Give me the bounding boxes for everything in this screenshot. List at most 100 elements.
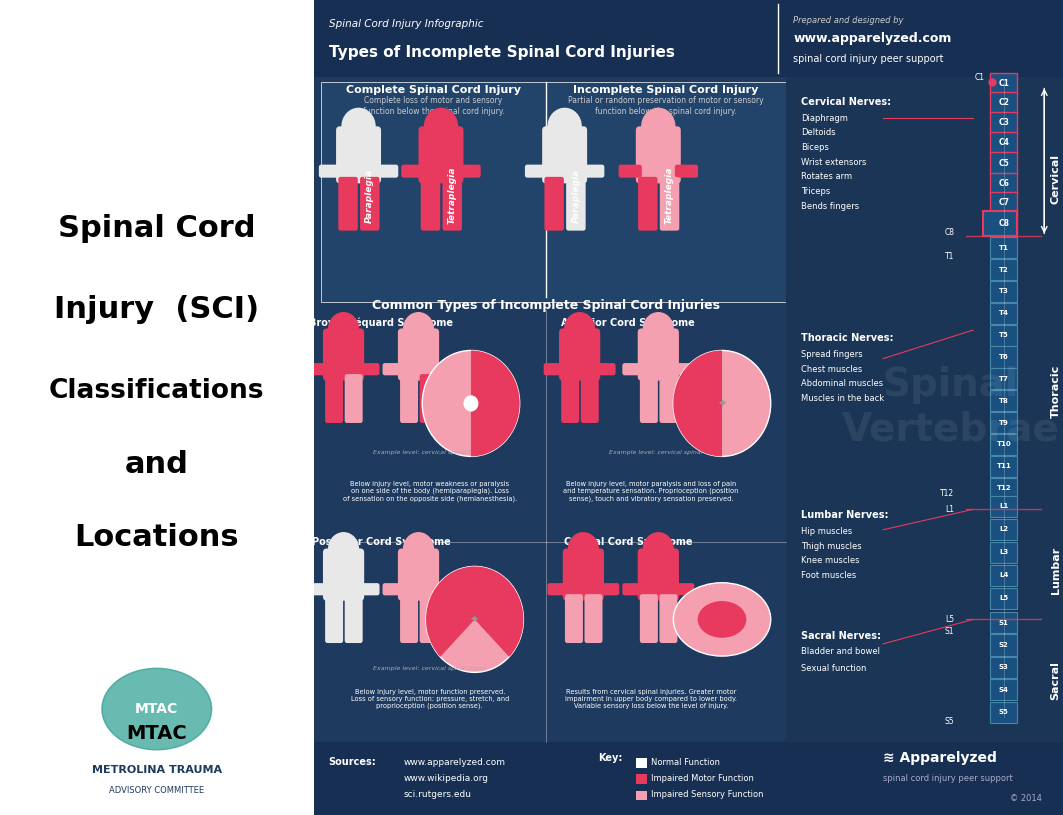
FancyBboxPatch shape: [358, 583, 379, 595]
Text: MTAC: MTAC: [126, 724, 187, 743]
FancyBboxPatch shape: [321, 82, 786, 302]
Circle shape: [569, 533, 598, 565]
Text: Complete loss of motor and sensory
function below the spinal cord injury.: Complete loss of motor and sensory funct…: [362, 96, 504, 116]
Text: Spinal Cord Injury Infographic: Spinal Cord Injury Infographic: [328, 20, 483, 29]
FancyBboxPatch shape: [991, 346, 1017, 368]
Text: Rotates arm: Rotates arm: [800, 172, 851, 182]
FancyBboxPatch shape: [383, 583, 404, 595]
Wedge shape: [471, 350, 520, 456]
FancyBboxPatch shape: [561, 374, 579, 423]
Text: Paraplegia: Paraplegia: [366, 169, 374, 222]
FancyBboxPatch shape: [991, 390, 1017, 412]
FancyBboxPatch shape: [358, 363, 379, 375]
FancyBboxPatch shape: [433, 583, 455, 595]
FancyBboxPatch shape: [543, 363, 566, 375]
FancyBboxPatch shape: [638, 548, 679, 601]
Text: C8: C8: [998, 218, 1009, 228]
FancyBboxPatch shape: [991, 132, 1017, 153]
Text: Common Types of Incomplete Spinal Cord Injuries: Common Types of Incomplete Spinal Cord I…: [372, 299, 720, 312]
FancyBboxPatch shape: [991, 73, 1017, 94]
Wedge shape: [426, 566, 523, 657]
Text: T1: T1: [945, 252, 955, 262]
Text: Normal Function: Normal Function: [651, 757, 720, 767]
FancyBboxPatch shape: [400, 594, 418, 643]
Text: L3: L3: [999, 549, 1009, 555]
Text: L1: L1: [945, 504, 955, 514]
Circle shape: [424, 108, 457, 144]
Text: Spinal Cord: Spinal Cord: [58, 214, 255, 243]
FancyBboxPatch shape: [991, 588, 1017, 609]
FancyBboxPatch shape: [991, 368, 1017, 390]
Text: Sacral Nerves:: Sacral Nerves:: [800, 631, 881, 641]
Bar: [636, 774, 647, 784]
Text: Complete Spinal Cord Injury: Complete Spinal Cord Injury: [345, 85, 521, 95]
Text: Example level: cervical spinal injury: Example level: cervical spinal injury: [373, 666, 487, 671]
Circle shape: [642, 108, 675, 144]
Circle shape: [328, 313, 358, 345]
FancyBboxPatch shape: [991, 192, 1017, 214]
Circle shape: [342, 108, 375, 144]
Text: ADVISORY COMMITTEE: ADVISORY COMMITTEE: [109, 786, 204, 795]
FancyBboxPatch shape: [585, 594, 603, 643]
Text: Thoracic Nerves:: Thoracic Nerves:: [800, 333, 893, 343]
FancyBboxPatch shape: [991, 657, 1017, 678]
Wedge shape: [673, 350, 722, 456]
Text: T9: T9: [999, 420, 1009, 425]
Text: Hip muscles: Hip muscles: [800, 526, 851, 536]
Circle shape: [404, 533, 434, 565]
Text: T12: T12: [940, 488, 955, 498]
Text: Muscles in the back: Muscles in the back: [800, 394, 883, 403]
FancyBboxPatch shape: [400, 374, 418, 423]
FancyBboxPatch shape: [319, 165, 342, 178]
Text: Key:: Key:: [598, 753, 623, 763]
Circle shape: [643, 533, 673, 565]
Text: ✦: ✦: [470, 615, 479, 624]
Text: S5: S5: [945, 716, 955, 726]
FancyBboxPatch shape: [314, 0, 1063, 815]
Text: Biceps: Biceps: [800, 143, 828, 152]
FancyBboxPatch shape: [991, 702, 1017, 723]
Text: S1: S1: [945, 627, 955, 637]
FancyBboxPatch shape: [419, 126, 463, 183]
FancyBboxPatch shape: [659, 374, 677, 423]
Text: C7: C7: [998, 198, 1009, 208]
Text: S4: S4: [999, 687, 1009, 693]
Text: T11: T11: [996, 464, 1011, 469]
FancyBboxPatch shape: [442, 177, 462, 231]
FancyBboxPatch shape: [338, 177, 358, 231]
FancyBboxPatch shape: [659, 594, 677, 643]
Text: Posterior Cord Syndrome: Posterior Cord Syndrome: [311, 537, 451, 547]
FancyBboxPatch shape: [525, 165, 549, 178]
Text: C2: C2: [998, 98, 1009, 108]
Text: T2: T2: [999, 267, 1009, 272]
Text: L4: L4: [999, 572, 1009, 578]
FancyBboxPatch shape: [325, 594, 343, 643]
Text: Results from cervical spinal injuries. Greater motor
impairment in upper body co: Results from cervical spinal injuries. G…: [564, 689, 737, 709]
Ellipse shape: [697, 601, 746, 637]
FancyBboxPatch shape: [991, 173, 1017, 194]
Text: T10: T10: [996, 442, 1011, 447]
Text: C5: C5: [998, 158, 1009, 168]
Text: Below injury level, motor function preserved.
Loss of sensory function: pressure: Below injury level, motor function prese…: [351, 689, 509, 709]
FancyBboxPatch shape: [991, 565, 1017, 586]
FancyBboxPatch shape: [421, 177, 440, 231]
Text: T6: T6: [999, 354, 1009, 360]
Bar: [636, 791, 647, 800]
Text: Brown-Séquard Syndrome: Brown-Séquard Syndrome: [309, 318, 453, 328]
FancyBboxPatch shape: [457, 165, 480, 178]
FancyBboxPatch shape: [433, 363, 455, 375]
FancyBboxPatch shape: [325, 374, 343, 423]
FancyBboxPatch shape: [567, 177, 586, 231]
FancyBboxPatch shape: [383, 363, 404, 375]
Text: Tetraplegia: Tetraplegia: [448, 167, 457, 224]
FancyBboxPatch shape: [991, 679, 1017, 700]
Text: Diaphragm: Diaphragm: [800, 113, 847, 123]
FancyBboxPatch shape: [544, 177, 563, 231]
Text: spinal cord injury peer support: spinal cord injury peer support: [883, 773, 1013, 783]
FancyBboxPatch shape: [991, 434, 1017, 455]
FancyBboxPatch shape: [420, 374, 438, 423]
FancyBboxPatch shape: [638, 328, 679, 381]
Text: Sexual function: Sexual function: [800, 663, 866, 673]
FancyBboxPatch shape: [581, 165, 605, 178]
Circle shape: [426, 566, 523, 672]
